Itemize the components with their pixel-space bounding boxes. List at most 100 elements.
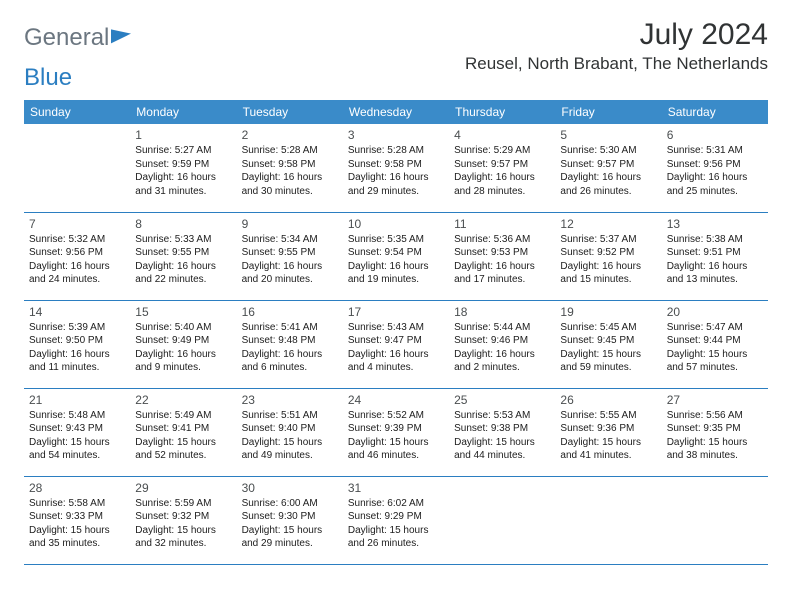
day-number: 7 (29, 216, 125, 232)
day-daylight2: and 13 minutes. (667, 273, 763, 287)
calendar-day-cell (24, 124, 130, 212)
calendar-week-row: 14Sunrise: 5:39 AMSunset: 9:50 PMDayligh… (24, 300, 768, 388)
day-sunset: Sunset: 9:39 PM (348, 422, 444, 436)
calendar-day-cell: 13Sunrise: 5:38 AMSunset: 9:51 PMDayligh… (662, 212, 768, 300)
day-daylight1: Daylight: 15 hours (560, 348, 656, 362)
day-sunrise: Sunrise: 5:29 AM (454, 144, 550, 158)
day-daylight2: and 28 minutes. (454, 185, 550, 199)
day-daylight2: and 17 minutes. (454, 273, 550, 287)
day-number: 2 (242, 127, 338, 143)
day-sunrise: Sunrise: 5:30 AM (560, 144, 656, 158)
day-number: 8 (135, 216, 231, 232)
day-sunrise: Sunrise: 5:32 AM (29, 233, 125, 247)
calendar-day-cell: 9Sunrise: 5:34 AMSunset: 9:55 PMDaylight… (237, 212, 343, 300)
day-sunrise: Sunrise: 5:45 AM (560, 321, 656, 335)
day-header: Thursday (449, 100, 555, 124)
day-daylight1: Daylight: 16 hours (667, 171, 763, 185)
day-sunset: Sunset: 9:36 PM (560, 422, 656, 436)
day-daylight2: and 49 minutes. (242, 449, 338, 463)
day-number: 3 (348, 127, 444, 143)
day-sunrise: Sunrise: 5:43 AM (348, 321, 444, 335)
day-daylight2: and 29 minutes. (348, 185, 444, 199)
day-sunrise: Sunrise: 5:55 AM (560, 409, 656, 423)
day-number: 4 (454, 127, 550, 143)
day-header: Saturday (662, 100, 768, 124)
day-daylight1: Daylight: 16 hours (667, 260, 763, 274)
calendar-day-cell: 25Sunrise: 5:53 AMSunset: 9:38 PMDayligh… (449, 388, 555, 476)
day-daylight2: and 22 minutes. (135, 273, 231, 287)
day-sunrise: Sunrise: 5:51 AM (242, 409, 338, 423)
day-daylight2: and 54 minutes. (29, 449, 125, 463)
day-sunrise: Sunrise: 5:41 AM (242, 321, 338, 335)
calendar-day-cell: 24Sunrise: 5:52 AMSunset: 9:39 PMDayligh… (343, 388, 449, 476)
brand-logo: General (24, 18, 131, 52)
day-sunset: Sunset: 9:55 PM (135, 246, 231, 260)
day-daylight2: and 9 minutes. (135, 361, 231, 375)
day-number: 26 (560, 392, 656, 408)
day-number: 25 (454, 392, 550, 408)
day-sunset: Sunset: 9:38 PM (454, 422, 550, 436)
day-daylight2: and 35 minutes. (29, 537, 125, 551)
day-number: 6 (667, 127, 763, 143)
calendar-page: General July 2024 Reusel, North Brabant,… (0, 0, 792, 565)
day-daylight1: Daylight: 16 hours (29, 260, 125, 274)
day-sunset: Sunset: 9:56 PM (667, 158, 763, 172)
day-sunrise: Sunrise: 6:00 AM (242, 497, 338, 511)
day-header: Wednesday (343, 100, 449, 124)
day-daylight2: and 46 minutes. (348, 449, 444, 463)
day-daylight2: and 29 minutes. (242, 537, 338, 551)
day-number: 28 (29, 480, 125, 496)
day-sunrise: Sunrise: 5:39 AM (29, 321, 125, 335)
day-number: 1 (135, 127, 231, 143)
day-daylight2: and 26 minutes. (348, 537, 444, 551)
day-sunset: Sunset: 9:58 PM (348, 158, 444, 172)
logo-text-blue: Blue (24, 64, 72, 92)
day-daylight2: and 38 minutes. (667, 449, 763, 463)
day-sunrise: Sunrise: 5:28 AM (348, 144, 444, 158)
day-daylight1: Daylight: 16 hours (454, 348, 550, 362)
calendar-day-cell: 10Sunrise: 5:35 AMSunset: 9:54 PMDayligh… (343, 212, 449, 300)
calendar-day-cell: 4Sunrise: 5:29 AMSunset: 9:57 PMDaylight… (449, 124, 555, 212)
day-number: 23 (242, 392, 338, 408)
day-sunrise: Sunrise: 5:49 AM (135, 409, 231, 423)
day-sunset: Sunset: 9:48 PM (242, 334, 338, 348)
day-number: 10 (348, 216, 444, 232)
day-sunrise: Sunrise: 5:34 AM (242, 233, 338, 247)
day-daylight1: Daylight: 15 hours (135, 524, 231, 538)
day-sunset: Sunset: 9:54 PM (348, 246, 444, 260)
day-daylight1: Daylight: 15 hours (348, 524, 444, 538)
day-sunset: Sunset: 9:44 PM (667, 334, 763, 348)
day-number: 19 (560, 304, 656, 320)
logo-triangle-icon (111, 27, 131, 44)
calendar-day-cell: 27Sunrise: 5:56 AMSunset: 9:35 PMDayligh… (662, 388, 768, 476)
day-sunset: Sunset: 9:29 PM (348, 510, 444, 524)
day-daylight2: and 59 minutes. (560, 361, 656, 375)
day-header: Monday (130, 100, 236, 124)
day-number: 13 (667, 216, 763, 232)
calendar-day-cell: 16Sunrise: 5:41 AMSunset: 9:48 PMDayligh… (237, 300, 343, 388)
day-sunset: Sunset: 9:46 PM (454, 334, 550, 348)
day-daylight1: Daylight: 16 hours (560, 171, 656, 185)
day-number: 11 (454, 216, 550, 232)
day-number: 20 (667, 304, 763, 320)
day-daylight1: Daylight: 16 hours (29, 348, 125, 362)
day-number: 27 (667, 392, 763, 408)
day-number: 21 (29, 392, 125, 408)
day-sunset: Sunset: 9:43 PM (29, 422, 125, 436)
calendar-day-cell: 7Sunrise: 5:32 AMSunset: 9:56 PMDaylight… (24, 212, 130, 300)
day-daylight2: and 31 minutes. (135, 185, 231, 199)
day-daylight2: and 11 minutes. (29, 361, 125, 375)
calendar-day-cell (555, 476, 661, 564)
day-number: 15 (135, 304, 231, 320)
day-sunrise: Sunrise: 5:47 AM (667, 321, 763, 335)
day-daylight1: Daylight: 15 hours (29, 436, 125, 450)
calendar-header-row: SundayMondayTuesdayWednesdayThursdayFrid… (24, 100, 768, 124)
day-number: 29 (135, 480, 231, 496)
day-header: Friday (555, 100, 661, 124)
day-sunrise: Sunrise: 5:44 AM (454, 321, 550, 335)
day-daylight1: Daylight: 16 hours (348, 171, 444, 185)
day-sunrise: Sunrise: 5:59 AM (135, 497, 231, 511)
day-daylight2: and 32 minutes. (135, 537, 231, 551)
day-number: 5 (560, 127, 656, 143)
day-sunset: Sunset: 9:56 PM (29, 246, 125, 260)
